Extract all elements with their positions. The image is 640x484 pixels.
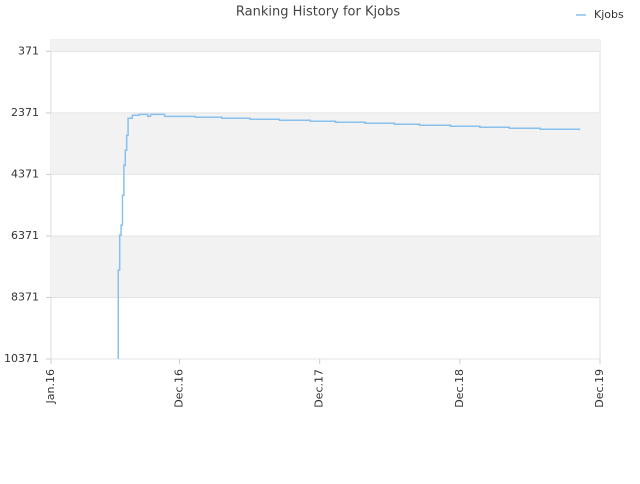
legend-label: Kjobs (594, 8, 624, 21)
y-tick-label: 4371 (11, 167, 39, 180)
y-tick-label: 2371 (11, 106, 39, 119)
x-tick-label: Dec.17 (313, 369, 326, 408)
y-tick-label: 10371 (4, 352, 39, 365)
x-tick-label: Jan.16 (44, 369, 57, 404)
x-tick-label: Dec.16 (173, 369, 186, 408)
plot-area (50, 39, 601, 360)
band (51, 235, 600, 298)
y-tick-label: 371 (18, 44, 39, 57)
chart-title: Ranking History for Kjobs (236, 5, 400, 20)
band (51, 40, 600, 52)
x-tick-label: Dec.19 (593, 369, 606, 408)
y-tick-label: 8371 (11, 290, 39, 303)
series-line (117, 113, 581, 359)
y-tick-label: 6371 (11, 229, 39, 242)
band (51, 112, 600, 175)
x-tick-label: Dec.18 (453, 369, 466, 408)
